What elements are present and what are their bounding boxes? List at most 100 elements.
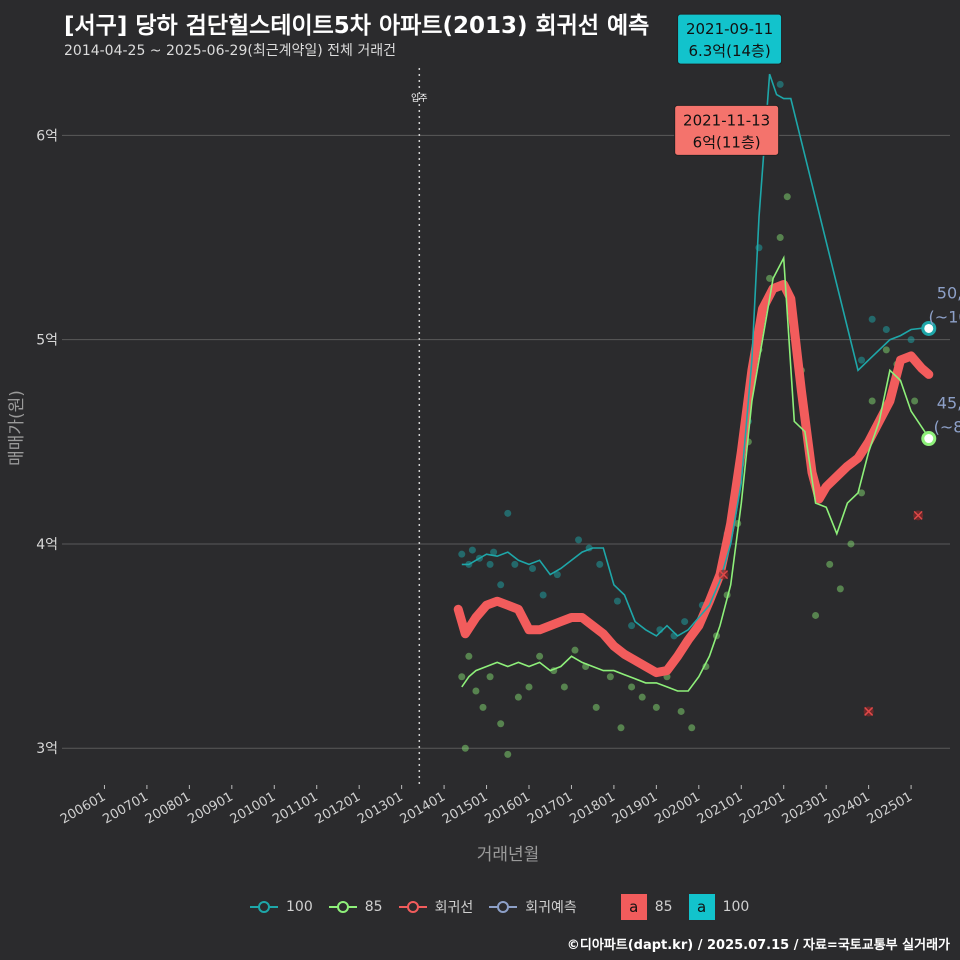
scatter-point-100-27	[858, 356, 866, 364]
scatter-point-100-9	[529, 564, 537, 572]
scatter-point-100-0	[458, 550, 466, 558]
annotation-box-1	[674, 104, 780, 156]
legend-box-glyph-85: a	[620, 894, 647, 920]
scatter-point-100-25	[755, 244, 763, 252]
annotation-box-0	[677, 13, 783, 65]
annotation-date-1: 2021-11-13	[683, 111, 770, 129]
x-tick-label-2: 200801	[143, 789, 193, 827]
scatter-point-100-4	[486, 560, 494, 568]
scatter-point-100-19	[681, 618, 689, 626]
x-tick-label-4: 201001	[228, 789, 278, 827]
legend-key-regression	[398, 897, 427, 917]
cancelled-marker-1	[863, 706, 874, 717]
source-caption: ©디아파트(dapt.kr) / 2025.07.15 / 자료=국토교통부 실…	[566, 938, 950, 953]
legend-box-glyph-100: a	[688, 894, 715, 920]
end-value-100: 50,550	[937, 283, 960, 302]
x-tick-label-14: 202001	[652, 789, 702, 827]
scatter-point-85-13	[571, 646, 579, 654]
x-tick-label-0: 200601	[58, 789, 108, 827]
legend-item-regression: 회귀선	[398, 897, 474, 917]
scatter-point-85-18	[628, 683, 636, 691]
scatter-point-100-26	[776, 80, 784, 88]
scatter-point-85-8	[514, 693, 522, 701]
scatter-point-100-10	[539, 591, 547, 599]
scatter-point-85-4	[479, 703, 487, 711]
scatter-point-85-23	[688, 724, 696, 732]
x-tick-label-16: 202201	[737, 789, 787, 827]
x-tick-label-6: 201201	[313, 789, 363, 827]
legend-key-prediction	[489, 897, 518, 917]
end-area-85: (~85㎡)	[934, 418, 960, 437]
scatter-point-100-29	[882, 325, 890, 333]
scatter-point-100-30	[907, 336, 915, 344]
legend-box-label-100: 100	[722, 899, 750, 915]
scatter-point-100-16	[628, 622, 636, 630]
scatter-point-85-3	[472, 687, 480, 695]
scatter-point-100-15	[613, 597, 621, 605]
scatter-point-100-6	[497, 581, 505, 589]
scatter-point-85-7	[504, 750, 512, 758]
scatter-point-85-17	[617, 724, 625, 732]
x-tick-label-17: 202301	[780, 789, 830, 827]
x-tick-label-13: 201901	[610, 789, 660, 827]
annotation-value-1: 6억(11층)	[693, 133, 761, 151]
scatter-point-100-14	[596, 560, 604, 568]
x-tick-label-12: 201801	[567, 789, 617, 827]
legend-box-label-85: 85	[654, 899, 673, 915]
cancelled-marker-0	[718, 569, 729, 580]
y-tick-label-3: 6억	[36, 128, 58, 144]
scatter-point-85-22	[677, 707, 685, 715]
move-in-label: 입주	[411, 92, 428, 104]
legend-box-100: a 100	[688, 894, 750, 920]
x-tick-label-3: 200901	[185, 789, 235, 827]
scatter-point-100-28	[868, 315, 876, 323]
legend-label-85: 85	[364, 899, 383, 915]
scatter-point-85-5	[486, 673, 494, 681]
regression-line	[453, 280, 934, 678]
scatter-point-85-31	[776, 234, 784, 242]
cancelled-cross-1	[864, 706, 874, 716]
scatter-point-85-0	[458, 673, 466, 681]
cancelled-marker-2	[913, 510, 924, 521]
legend-item-100: 100	[250, 897, 313, 917]
x-tick-label-7: 201301	[355, 789, 405, 827]
scatter-point-85-34	[812, 611, 820, 619]
series-line-85	[461, 255, 930, 692]
scatter-point-100-11	[553, 571, 561, 579]
legend-label-regression: 회귀선	[434, 900, 474, 916]
x-tick-label-1: 200701	[100, 789, 150, 827]
scatter-point-85-36	[836, 585, 844, 593]
scatter-point-85-6	[497, 720, 505, 728]
scatter-point-85-19	[638, 693, 646, 701]
scatter-point-85-15	[592, 703, 600, 711]
y-tick-label-1: 4억	[36, 537, 58, 553]
annotation-date-0: 2021-09-11	[686, 20, 773, 38]
x-tick-label-19: 202501	[865, 789, 915, 827]
end-point-85	[921, 431, 937, 447]
scatter-point-85-9	[525, 683, 533, 691]
scatter-point-100-8	[511, 560, 519, 568]
scatter-point-85-32	[783, 193, 791, 201]
x-tick-label-11: 201701	[525, 789, 575, 827]
scatter-point-100-7	[504, 509, 512, 517]
x-tick-label-9: 201501	[440, 789, 490, 827]
scatter-point-100-5	[490, 548, 498, 556]
x-axis-label: 거래년월	[477, 845, 540, 865]
x-tick-label-5: 201101	[270, 789, 320, 827]
cancelled-cross-0	[719, 570, 729, 580]
y-tick-label-2: 5억	[36, 333, 58, 349]
legend-key-100	[250, 897, 278, 917]
scatter-point-85-39	[868, 397, 876, 405]
scatter-point-85-2	[465, 652, 473, 660]
scatter-point-85-40	[882, 346, 890, 354]
chart-title: [서구] 당하 검단힐스테이트5차 아파트(2013) 회귀선 예측	[64, 13, 650, 39]
scatter-point-85-35	[826, 560, 834, 568]
end-point-100	[921, 320, 937, 336]
annotation-value-0: 6.3억(14층)	[688, 42, 770, 60]
x-tick-label-8: 201401	[398, 789, 448, 827]
legend-label-prediction: 회귀예측	[525, 900, 577, 916]
scatter-point-100-2	[468, 546, 476, 554]
legend-key-85	[328, 897, 357, 917]
scatter-point-85-42	[911, 397, 919, 405]
legend-label-100: 100	[286, 899, 313, 915]
